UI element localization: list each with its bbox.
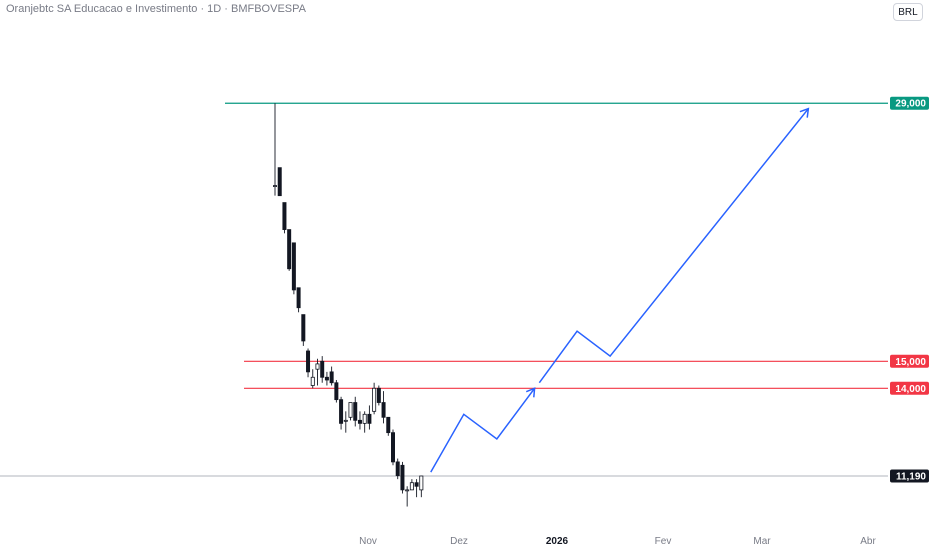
candle-body-down bbox=[334, 382, 339, 401]
candle-body-down bbox=[400, 464, 405, 491]
candle-body-up bbox=[272, 185, 277, 187]
candle bbox=[376, 385, 381, 406]
candle-body-down bbox=[287, 229, 292, 270]
candle-body-up bbox=[348, 402, 353, 418]
last-price-badge-label: 11,190 bbox=[896, 471, 926, 482]
candle bbox=[390, 429, 395, 466]
candle bbox=[405, 486, 410, 507]
candle-body-down bbox=[320, 360, 325, 378]
level-price-badge-bg bbox=[890, 381, 929, 395]
candle-body-down bbox=[367, 413, 372, 424]
candle-body-up bbox=[310, 376, 315, 386]
candle bbox=[329, 366, 334, 386]
candle-body-down bbox=[329, 371, 334, 384]
last-price-badge-bg bbox=[890, 469, 929, 483]
projection-path-first[interactable] bbox=[430, 387, 536, 473]
time-tick-label: Fev bbox=[655, 536, 672, 547]
arrow-head-icon bbox=[799, 107, 810, 118]
last-price-badge: 11,190 bbox=[890, 469, 929, 483]
candle-body-down bbox=[291, 242, 296, 291]
candle-body-down bbox=[353, 402, 358, 421]
candle-body-down bbox=[390, 432, 395, 463]
candle bbox=[287, 229, 292, 271]
candle bbox=[315, 358, 320, 386]
candle-body-down bbox=[357, 419, 362, 424]
candle-body-up bbox=[419, 475, 424, 491]
candle-body-up bbox=[405, 489, 410, 492]
candle bbox=[320, 356, 325, 383]
time-tick-label: Dez bbox=[450, 536, 468, 547]
time-tick-label: Nov bbox=[359, 536, 377, 547]
level-price-badge: 14,000 bbox=[890, 381, 929, 395]
level-price-badge-bg bbox=[890, 96, 929, 110]
candle bbox=[310, 369, 315, 389]
candle bbox=[306, 348, 311, 378]
level-price-badge: 15,000 bbox=[890, 354, 929, 368]
level-price-badge: 29,000 bbox=[890, 96, 929, 110]
candle-body-down bbox=[277, 167, 282, 197]
candle bbox=[353, 396, 358, 427]
arrow-head-icon bbox=[525, 387, 536, 398]
candle-body-down bbox=[324, 376, 329, 381]
candle-body-down bbox=[282, 202, 287, 230]
candle-body-up bbox=[315, 363, 320, 370]
candle bbox=[348, 402, 353, 421]
candle bbox=[272, 103, 277, 196]
time-tick-label: 2026 bbox=[546, 536, 569, 547]
candle bbox=[395, 458, 400, 480]
candle bbox=[400, 461, 405, 494]
candle bbox=[282, 202, 287, 234]
candle bbox=[301, 314, 306, 346]
candle-body-down bbox=[414, 482, 419, 487]
candle-body-down bbox=[395, 461, 400, 477]
candle bbox=[296, 287, 301, 313]
candle-body-up bbox=[362, 413, 367, 424]
candle-body-up bbox=[409, 482, 414, 491]
candle bbox=[409, 479, 414, 491]
candle bbox=[357, 411, 362, 430]
candle bbox=[386, 416, 391, 436]
candle bbox=[419, 475, 424, 498]
candle bbox=[372, 382, 377, 415]
candle-body-down bbox=[339, 399, 344, 424]
time-tick-label: Abr bbox=[860, 536, 876, 547]
level-price-badge-label: 15,000 bbox=[895, 357, 926, 368]
candle bbox=[367, 405, 372, 430]
candle bbox=[324, 371, 329, 386]
candle-body-down bbox=[296, 287, 301, 309]
candle-body-down bbox=[386, 416, 391, 434]
candle bbox=[343, 411, 348, 433]
candle-body-up bbox=[372, 387, 377, 412]
candle bbox=[277, 167, 282, 197]
candle-body-up bbox=[343, 419, 348, 422]
candle-body-down bbox=[381, 402, 386, 418]
candle bbox=[381, 391, 386, 424]
candle bbox=[414, 479, 419, 498]
currency-button[interactable]: BRL bbox=[893, 3, 923, 21]
level-price-badge-label: 14,000 bbox=[895, 384, 926, 395]
candle bbox=[339, 396, 344, 430]
time-tick-label: Mar bbox=[753, 536, 771, 547]
candle-body-down bbox=[301, 314, 306, 342]
candle-body-down bbox=[376, 387, 381, 403]
level-price-badge-label: 29,000 bbox=[895, 99, 926, 110]
symbol-title: Oranjebtc SA Educacao e Investimento · 1… bbox=[6, 3, 306, 15]
candle bbox=[291, 242, 296, 295]
candle-body-down bbox=[306, 350, 311, 373]
level-price-badge-bg bbox=[890, 354, 929, 368]
candle bbox=[362, 411, 367, 433]
projection-path-second[interactable] bbox=[538, 108, 809, 384]
candle bbox=[334, 379, 339, 403]
